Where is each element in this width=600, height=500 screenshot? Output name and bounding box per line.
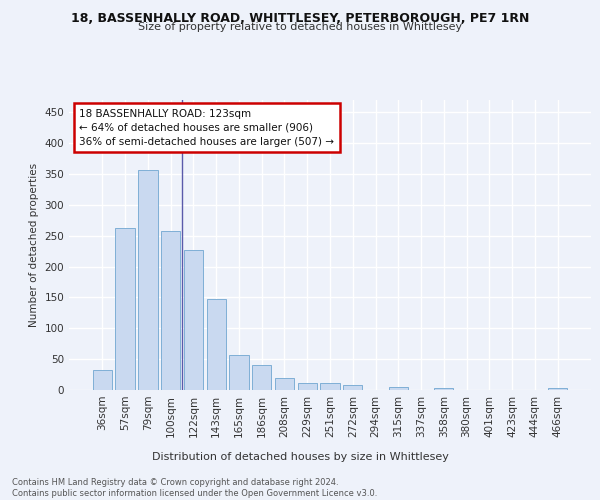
Bar <box>138 170 158 390</box>
Bar <box>275 378 294 390</box>
Bar <box>389 387 408 390</box>
Text: 18, BASSENHALLY ROAD, WHITTLESEY, PETERBOROUGH, PE7 1RN: 18, BASSENHALLY ROAD, WHITTLESEY, PETERB… <box>71 12 529 26</box>
Bar <box>161 231 181 390</box>
Bar <box>320 383 340 390</box>
Bar <box>115 228 135 390</box>
Bar <box>434 388 454 390</box>
Bar <box>93 370 112 390</box>
Text: Size of property relative to detached houses in Whittlesey: Size of property relative to detached ho… <box>138 22 462 32</box>
Bar <box>184 250 203 390</box>
Text: 18 BASSENHALLY ROAD: 123sqm
← 64% of detached houses are smaller (906)
36% of se: 18 BASSENHALLY ROAD: 123sqm ← 64% of det… <box>79 108 334 146</box>
Bar <box>206 298 226 390</box>
Text: Distribution of detached houses by size in Whittlesey: Distribution of detached houses by size … <box>152 452 448 462</box>
Text: Contains HM Land Registry data © Crown copyright and database right 2024.
Contai: Contains HM Land Registry data © Crown c… <box>12 478 377 498</box>
Bar <box>252 364 271 390</box>
Bar <box>343 385 362 390</box>
Bar <box>229 356 248 390</box>
Y-axis label: Number of detached properties: Number of detached properties <box>29 163 39 327</box>
Bar <box>298 383 317 390</box>
Bar <box>548 388 567 390</box>
